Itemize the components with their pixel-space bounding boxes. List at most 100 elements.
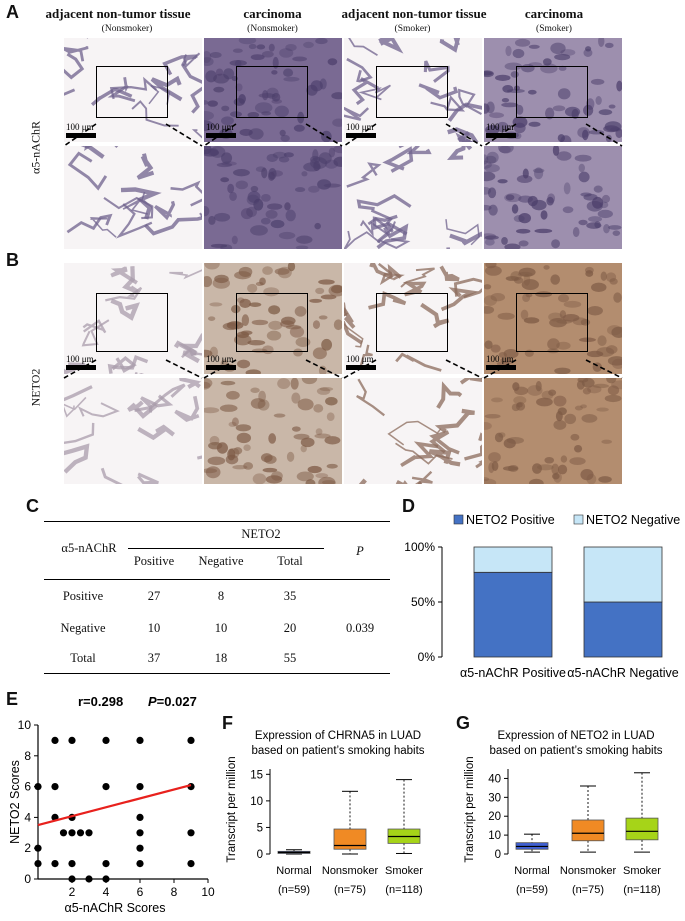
table-cell: 18 xyxy=(214,651,228,665)
scale-bar xyxy=(346,133,376,138)
group-label: Smoker xyxy=(385,865,423,877)
table-row-label: Positive xyxy=(62,589,104,603)
scatter-point xyxy=(34,860,42,868)
scatter-point xyxy=(136,844,144,852)
group-label: Normal xyxy=(276,865,311,877)
x-tick-label: 6 xyxy=(137,885,144,899)
x-tick-label: 4 xyxy=(103,885,110,899)
scatter-point xyxy=(68,829,76,837)
scatter-point xyxy=(187,829,195,837)
zoom-region-box xyxy=(236,66,308,118)
col-title-2: carcinoma xyxy=(243,6,302,21)
zoom-region-box xyxy=(376,293,448,352)
scale-bar-label: 100 μm xyxy=(66,354,94,364)
box-chart-chrna5: Expression of CHRNA5 in LUAD based on pat… xyxy=(226,730,425,896)
bar-segment xyxy=(473,571,553,658)
scatter-chart: 0 2 4 6 8 10 2 4 6 8 10 r=0.298 P=0.027 α5-nAChR Scor… xyxy=(8,694,215,915)
zoom-region-box xyxy=(516,293,588,352)
scatter-point xyxy=(34,844,42,852)
scatter-point xyxy=(136,813,144,821)
micrograph-neto2-overview-3: 100 μm xyxy=(344,263,482,374)
scale-bar xyxy=(66,365,96,370)
col-sub-2: (Nonsmoker) xyxy=(247,24,298,34)
y-tick-label: 50% xyxy=(411,595,435,609)
panel-letter-b: B xyxy=(6,250,19,270)
box xyxy=(625,817,659,841)
group-n-label: (n=118) xyxy=(385,884,422,896)
micrograph-a5-zoom-1 xyxy=(64,146,202,249)
group-label: Smoker xyxy=(623,865,661,877)
panel-letter-a: A xyxy=(6,2,19,22)
box xyxy=(571,819,605,842)
correlation-p: P=0.027 xyxy=(148,694,197,709)
zoom-region-box xyxy=(376,66,448,118)
panel-letter-g: G xyxy=(456,713,471,733)
chart-title-line-1: Expression of NETO2 in LUAD xyxy=(497,730,654,742)
scale-bar-label: 100 μm xyxy=(206,122,234,132)
box xyxy=(333,828,367,850)
table-row-label: Total xyxy=(70,651,96,665)
scatter-point xyxy=(85,875,93,883)
bar-segment xyxy=(583,601,663,658)
row-label-a5nachr: α5-nAChR xyxy=(28,121,43,174)
y-axis-title: NETO2 Scores xyxy=(8,760,22,844)
legend-swatch-positive xyxy=(453,514,464,525)
group-n-label: (n=59) xyxy=(516,884,548,896)
panel-letter-c: C xyxy=(26,496,39,516)
zoom-region-box xyxy=(516,66,588,118)
scale-bar-label: 100 μm xyxy=(486,354,514,364)
scatter-point xyxy=(51,860,59,868)
y-tick-label: 100% xyxy=(404,540,435,554)
group-n-label: (n=75) xyxy=(572,884,604,896)
table-p-value: 0.039 xyxy=(345,621,375,635)
scale-bar xyxy=(206,365,236,370)
col-title-4: carcinoma xyxy=(524,6,584,21)
col-sub-4: (Smoker) xyxy=(536,24,572,34)
scatter-point xyxy=(51,783,59,791)
y-tick-label: 10 xyxy=(250,796,263,808)
table-top-rule xyxy=(44,521,390,522)
x-tick-label: 10 xyxy=(201,885,215,899)
micrograph-neto2-overview-2: 100 μm xyxy=(204,263,342,374)
y-tick-label: 20 xyxy=(488,811,501,823)
table-cell: 10 xyxy=(147,621,161,635)
table-p-header: P xyxy=(356,544,364,558)
micrograph-neto2-zoom-1 xyxy=(64,378,202,484)
micrograph-a5-zoom-3 xyxy=(344,146,482,249)
x-tick-label: 8 xyxy=(171,885,178,899)
scatter-point xyxy=(136,860,144,868)
x-axis-title: α5-nAChR Scores xyxy=(64,901,165,915)
y-tick-label: 0 xyxy=(24,872,31,886)
y-tick-label: 2 xyxy=(24,841,31,855)
table-col-negative: Negative xyxy=(198,554,244,568)
y-tick-label: 8 xyxy=(24,749,31,763)
group-n-label: (n=75) xyxy=(334,884,366,896)
scatter-point xyxy=(187,736,195,744)
group-n-label: (n=59) xyxy=(278,884,310,896)
scale-bar xyxy=(486,133,516,138)
scale-bar xyxy=(206,133,236,138)
micrograph-neto2-overview-1: 100 μm xyxy=(64,263,202,374)
correlation-r: r=0.298 xyxy=(78,694,123,709)
y-tick-label: 0% xyxy=(418,650,436,664)
scale-bar xyxy=(346,365,376,370)
zoom-region-box xyxy=(236,293,308,352)
table-row-label: Negative xyxy=(60,621,106,635)
scatter-point xyxy=(136,783,144,791)
y-tick-label: 6 xyxy=(24,780,31,794)
y-tick-label: 0 xyxy=(257,849,263,861)
micrograph-neto2-zoom-3 xyxy=(344,378,482,484)
scale-bar-label: 100 μm xyxy=(66,122,94,132)
group-label: Nonsmoker xyxy=(560,865,617,877)
chart-title-line-2: based on patient’s smoking habits xyxy=(489,745,662,757)
table-bottom-rule xyxy=(44,673,390,674)
y-tick-label: 0 xyxy=(495,849,501,861)
scale-bar-label: 100 μm xyxy=(346,122,374,132)
x-tick-label: 2 xyxy=(69,885,76,899)
table-col-total: Total xyxy=(277,554,303,568)
micrograph-neto2-zoom-2 xyxy=(204,378,342,484)
table-group-rule xyxy=(128,548,324,549)
scale-bar xyxy=(66,133,96,138)
bar-segment xyxy=(583,546,663,603)
scatter-point xyxy=(136,829,144,837)
